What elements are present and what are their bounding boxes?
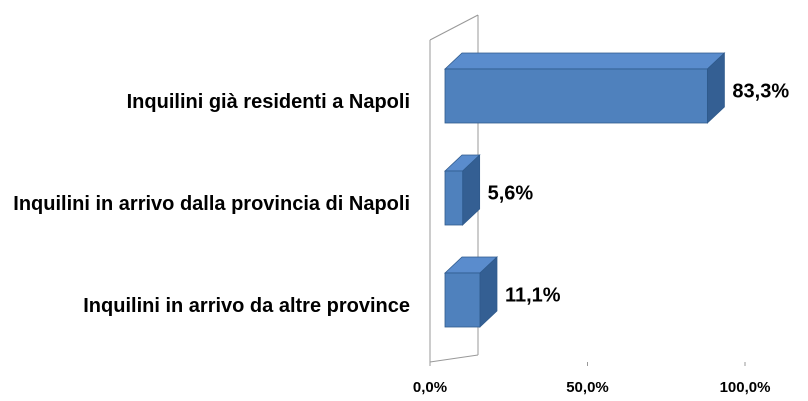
floor [429, 354, 479, 363]
category-label: Inquilini già residenti a Napoli [126, 91, 410, 113]
x-tick-label: 100,0% [720, 379, 771, 396]
bar-front [444, 68, 708, 124]
bar [443, 154, 481, 226]
value-label: 5,6% [488, 182, 534, 204]
x-tick-label: 0,0% [413, 379, 447, 396]
bar [443, 52, 726, 124]
category-label: Inquilini in arrivo da altre province [83, 295, 410, 317]
value-label: 11,1% [505, 284, 561, 306]
bar [443, 256, 498, 328]
bar-front [444, 170, 464, 226]
value-label: 83,3% [732, 80, 789, 102]
category-label: Inquilini in arrivo dalla provincia di N… [13, 193, 410, 215]
bar-front [444, 272, 481, 328]
x-tick-label: 50,0% [566, 379, 609, 396]
bar-face [443, 52, 726, 70]
side-wall [429, 14, 479, 41]
